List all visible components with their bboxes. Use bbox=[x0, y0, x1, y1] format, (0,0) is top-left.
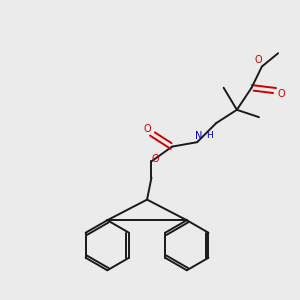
Text: H: H bbox=[206, 131, 213, 140]
Text: O: O bbox=[254, 55, 262, 65]
Text: O: O bbox=[152, 154, 159, 164]
Text: O: O bbox=[277, 89, 285, 99]
Text: N: N bbox=[195, 131, 202, 141]
Text: O: O bbox=[143, 124, 151, 134]
